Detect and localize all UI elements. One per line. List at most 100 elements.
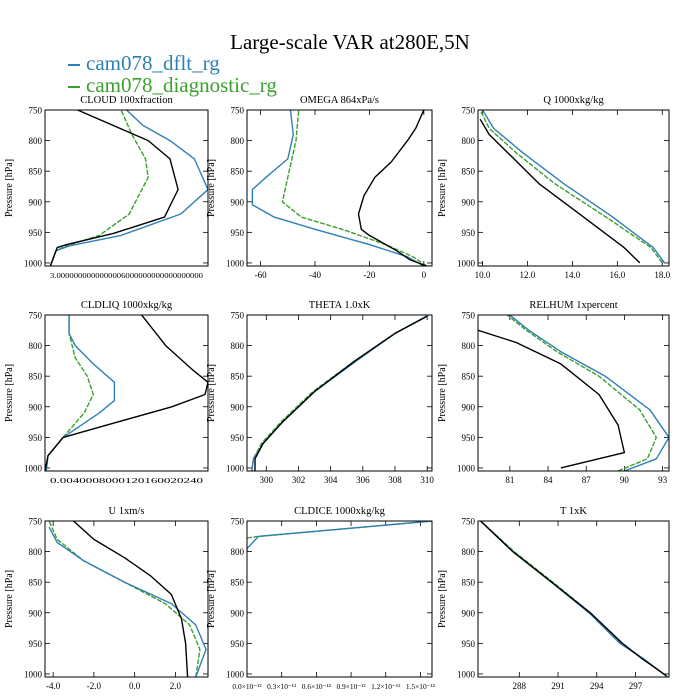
x-tick-label: 14.0 [565, 270, 581, 280]
y-tick-label: 1000 [24, 258, 43, 268]
y-axis-label: Pressure [hPa] [4, 159, 15, 217]
y-axis-label: Pressure [hPa] [437, 159, 448, 217]
y-tick-label: 750 [462, 311, 476, 321]
y-tick-label: 1000 [226, 258, 245, 268]
panel-title: T 1xK [560, 506, 587, 517]
series-line-obs [45, 315, 208, 471]
x-tick-label: 288 [513, 681, 527, 691]
panel-4: CLDLIQ 1000xkg/kg Pressure [hPa] 750 800 850… [4, 300, 209, 485]
x-tick-label: 12.0 [520, 270, 536, 280]
y-tick-label: 750 [462, 517, 476, 527]
y-axis-label: Pressure [hPa] [437, 364, 448, 422]
y-tick-label: 750 [462, 106, 476, 116]
panel-1: CLOUD 100xfraction Pressure [hPa] 750 800 85… [4, 95, 209, 280]
panel-title: CLOUD 100xfraction [80, 95, 173, 106]
x-tick-label: 90 [620, 475, 630, 485]
series-line-diag [480, 521, 669, 677]
y-tick-label: 800 [231, 136, 245, 146]
series-line-diag [506, 315, 657, 471]
series-line-dflt [48, 526, 207, 677]
y-axis-label: Pressure [hPa] [206, 159, 217, 217]
y-tick-label: 800 [231, 341, 245, 351]
panel-title: Q 1000xkg/kg [543, 95, 604, 106]
y-tick-label: 1000 [226, 669, 245, 679]
panel-frame [477, 314, 670, 472]
x-tick-label: 84 [544, 475, 554, 485]
y-tick-label: 800 [231, 547, 245, 557]
y-tick-label: 1000 [457, 669, 476, 679]
y-tick-label: 950 [29, 433, 43, 443]
x-tick-labels-overlapped: 3.0000000000000006000000000000000000 [50, 271, 203, 280]
y-tick-label: 800 [462, 136, 476, 146]
series-line-obs [357, 110, 427, 266]
panel-frame [477, 109, 670, 267]
y-tick-label: 750 [29, 517, 43, 527]
y-tick-label: 1000 [24, 463, 43, 473]
x-tick-label: 304 [324, 475, 338, 485]
x-tick-label: 300 [260, 475, 274, 485]
y-tick-label: 950 [462, 639, 476, 649]
y-tick-label: 900 [231, 402, 245, 412]
series-line-diag [48, 521, 201, 677]
series-line-dflt [49, 110, 208, 266]
y-tick-label: 850 [462, 372, 476, 382]
y-tick-label: 800 [462, 341, 476, 351]
series-line-obs [478, 329, 626, 469]
y-tick-label: 900 [231, 197, 245, 207]
x-tick-label: 302 [292, 475, 306, 485]
x-tick-label: 0.0 [129, 681, 141, 691]
panel-9: T 1xK Pressure [hPa] 750 800 850 900 950 1000 28… [437, 506, 670, 691]
panel-frame [44, 109, 209, 267]
y-tick-label: 850 [29, 578, 43, 588]
y-tick-label: 800 [29, 547, 43, 557]
series-line-dflt [45, 315, 116, 471]
x-tick-label: 0.3×10⁻¹² [267, 682, 297, 691]
x-tick-label: 291 [551, 681, 565, 691]
series-line-diag [281, 110, 427, 266]
y-axis-label: Pressure [hPa] [4, 570, 15, 628]
panel-frame [246, 314, 433, 472]
y-tick-label: 900 [29, 197, 43, 207]
x-tick-label: 93 [658, 475, 668, 485]
x-tick-label: 16.0 [609, 270, 625, 280]
x-tick-label: 10.0 [475, 270, 491, 280]
x-tick-label: 87 [582, 475, 592, 485]
y-tick-label: 850 [231, 372, 245, 382]
panel-5: THETA 1.0xK Pressure [hPa] 750 800 850 900 950… [206, 300, 434, 485]
y-tick-label: 900 [462, 197, 476, 207]
legend-label-diag: cam078_diagnostic_rg [86, 73, 277, 97]
y-axis-label: Pressure [hPa] [206, 570, 217, 628]
panel-6: RELHUM 1xpercent Pressure [hPa] 750 800 850 9… [437, 300, 670, 485]
panel-frame [246, 520, 433, 678]
y-tick-label: 950 [231, 433, 245, 443]
x-tick-label: -40 [309, 270, 321, 280]
x-tick-labels-overlapped: 0.0040008000120160020240 [50, 476, 203, 485]
panel-frame [44, 314, 209, 472]
panel-title: OMEGA 864xPa/s [300, 95, 379, 106]
y-tick-label: 900 [462, 608, 476, 618]
x-tick-label: -2.0 [87, 681, 102, 691]
y-tick-label: 850 [29, 372, 43, 382]
series-line-diag [251, 315, 430, 471]
legend-label-dflt: cam078_dflt_rg [86, 51, 220, 75]
x-tick-label: 297 [629, 681, 643, 691]
y-tick-label: 750 [29, 311, 43, 321]
y-tick-label: 750 [29, 106, 43, 116]
x-tick-label: 310 [420, 475, 434, 485]
y-tick-label: 1000 [457, 258, 476, 268]
series-line-obs [73, 521, 189, 677]
series-line-obs [49, 110, 179, 266]
series-line-diag [479, 110, 663, 264]
y-axis-label: Pressure [hPa] [206, 364, 217, 422]
y-tick-label: 1000 [457, 463, 476, 473]
y-tick-label: 750 [231, 517, 245, 527]
y-tick-label: 900 [29, 402, 43, 412]
panel-8: CLDICE 1000xkg/kg Pressure [hPa] 750 800 850… [206, 506, 436, 691]
x-tick-label: 306 [356, 475, 370, 485]
y-axis-label: Pressure [hPa] [437, 570, 448, 628]
x-tick-label: 1.5×10⁻¹² [406, 682, 436, 691]
series-line-obs [254, 315, 428, 471]
x-tick-label: 294 [590, 681, 604, 691]
legend-item-dflt: cam078_dflt_rg [68, 51, 220, 76]
